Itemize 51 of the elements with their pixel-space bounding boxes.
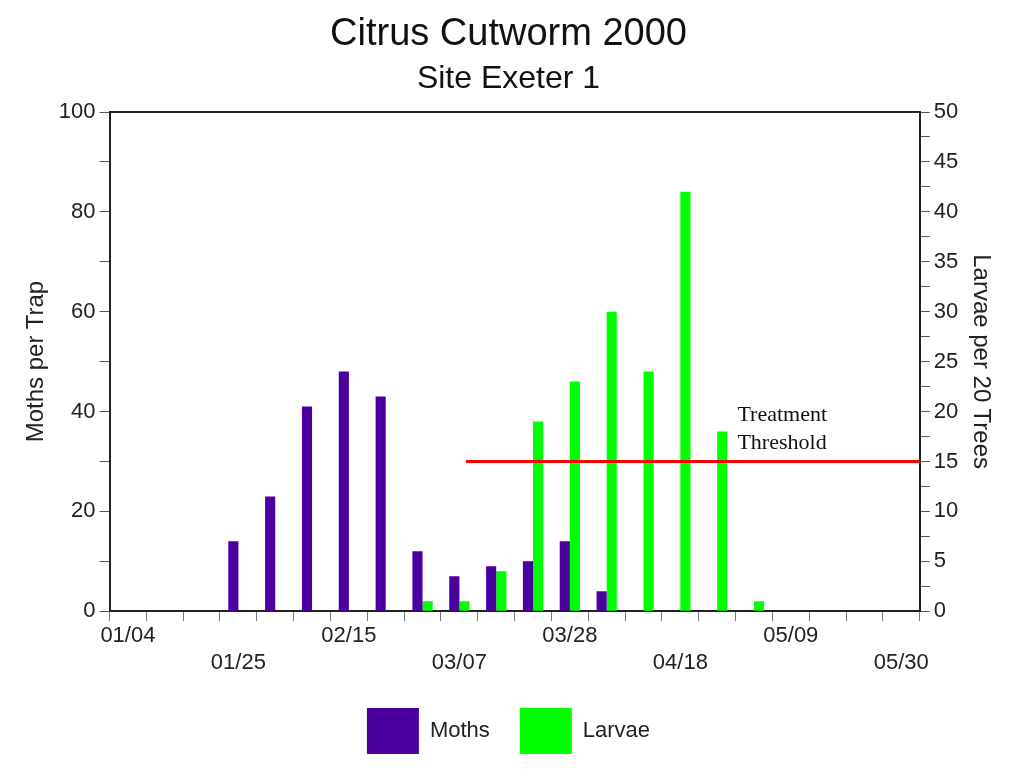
bar	[449, 576, 460, 611]
y2-tick-label: 5	[933, 547, 946, 573]
y2-axis-title: Larvae per 20 Trees	[968, 254, 996, 469]
x-tick-label: 05/30	[873, 648, 929, 674]
y-axis-title: Moths per Trap	[21, 280, 49, 443]
bar	[569, 381, 580, 611]
bar	[265, 496, 276, 611]
y2-tick-label: 25	[933, 347, 959, 373]
bar	[375, 396, 386, 611]
x-tick-label: 01/04	[100, 622, 156, 648]
bar	[422, 601, 433, 611]
y2-tick-label: 20	[933, 397, 959, 423]
y2-tick-label: 0	[933, 597, 946, 623]
bar	[754, 601, 765, 611]
chart-title: Citrus Cutworm 2000	[330, 11, 687, 54]
bar	[301, 406, 313, 611]
bar	[680, 191, 691, 611]
x-tick-label: 05/09	[763, 622, 819, 648]
x-tick-label: 04/18	[652, 648, 708, 674]
x-tick-label: 01/25	[210, 648, 266, 674]
y2-tick-label: 15	[933, 447, 959, 473]
y-tick-label: 60	[71, 297, 96, 323]
bar	[522, 561, 534, 611]
y-tick-label: 100	[58, 98, 96, 124]
bar	[412, 551, 423, 611]
bar	[717, 431, 728, 611]
bar	[338, 371, 349, 611]
bar	[533, 421, 544, 611]
y-tick-label: 0	[83, 597, 96, 623]
bar	[559, 541, 570, 611]
y2-tick-label: 45	[933, 147, 959, 173]
y-tick-label: 40	[71, 397, 96, 423]
bar	[459, 601, 470, 611]
y-tick-label: 80	[71, 197, 96, 223]
x-tick-label: 03/28	[542, 622, 598, 648]
bar	[228, 541, 239, 611]
y2-tick-label: 10	[933, 497, 959, 523]
ref-line-label: Treatment Threshold	[737, 401, 828, 455]
bar	[596, 591, 607, 611]
y2-tick-label: 50	[933, 98, 959, 124]
y2-tick-label: 40	[933, 197, 959, 223]
x-tick-label: 02/15	[321, 622, 377, 648]
legend-label: Moths	[429, 717, 490, 743]
chart-subtitle: Site Exeter 1	[416, 58, 601, 95]
bar	[606, 311, 617, 611]
y2-tick-label: 30	[933, 297, 959, 323]
bar	[643, 371, 654, 611]
y2-tick-label: 35	[933, 247, 959, 273]
legend-label: Larvae	[582, 717, 651, 743]
y-tick-label: 20	[71, 497, 96, 523]
x-tick-label: 03/07	[431, 648, 487, 674]
